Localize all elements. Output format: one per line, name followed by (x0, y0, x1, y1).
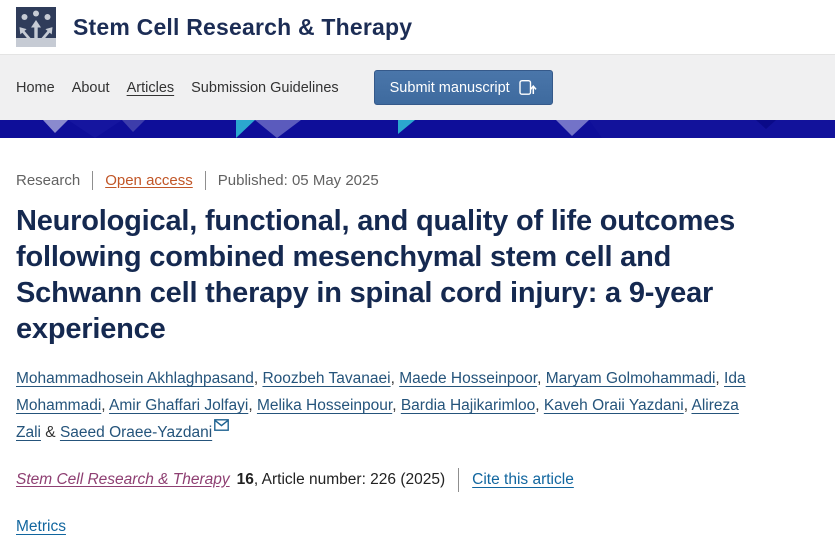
article-number-text: , Article number: 226 (2025) (253, 470, 446, 488)
nav-item-articles[interactable]: Articles (126, 79, 175, 96)
author-separator: , (537, 369, 546, 387)
journal-banner-strip (0, 120, 835, 138)
author-separator: , (535, 397, 544, 415)
meta-divider (92, 171, 94, 190)
citation-line: Stem Cell Research & Therapy 16 , Articl… (16, 467, 765, 492)
citation-divider (458, 467, 460, 492)
author-separator: & (40, 424, 60, 442)
envelope-icon[interactable] (214, 413, 230, 440)
author-separator: , (101, 397, 110, 415)
manuscript-upload-icon (519, 79, 537, 95)
author-separator: , (392, 397, 401, 415)
author-link[interactable]: Kaveh Oraii Yazdani (543, 397, 684, 415)
author-link[interactable]: Alireza Zali (16, 397, 739, 442)
author-separator: , (248, 397, 257, 415)
article-meta-row: Research Open access Published: 05 May 2… (16, 171, 765, 190)
journal-nav: Home About Articles Submission Guideline… (0, 54, 835, 120)
journal-logo-icon (16, 7, 56, 47)
submit-manuscript-label: Submit manuscript (389, 79, 510, 96)
author-separator: , (715, 369, 725, 387)
open-access-link[interactable]: Open access (105, 172, 193, 189)
meta-divider (204, 171, 206, 190)
cite-this-article-link[interactable]: Cite this article (472, 470, 574, 488)
article-title: Neurological, functional, and quality of… (16, 205, 736, 345)
author-link[interactable]: Maede Hosseinpoor (399, 369, 538, 387)
author-link[interactable]: Maryam Golmohammadi (545, 369, 716, 387)
journal-header: Stem Cell Research & Therapy (0, 0, 835, 54)
volume-number: 16 (236, 470, 254, 488)
author-link[interactable]: Ida Mohammadi (16, 369, 746, 415)
journal-citation-link[interactable]: Stem Cell Research & Therapy (16, 470, 230, 488)
author-link[interactable]: Mohammadhosein Akhlaghpasand (16, 369, 254, 387)
author-link[interactable]: Bardia Hajikarimloo (400, 397, 536, 415)
submit-manuscript-button[interactable]: Submit manuscript (373, 70, 553, 105)
nav-item-about[interactable]: About (71, 79, 110, 96)
author-link[interactable]: Roozbeh Tavanaei (262, 369, 391, 387)
author-separator: , (683, 397, 692, 415)
author-link[interactable]: Amir Ghaffari Jolfayi (109, 397, 249, 415)
author-list: Mohammadhosein Akhlaghpasand, Roozbeh Ta… (16, 365, 765, 447)
article-head: Research Open access Published: 05 May 2… (0, 171, 835, 536)
author-separator: , (253, 369, 263, 387)
nav-item-home[interactable]: Home (16, 79, 55, 96)
published-date: Published: 05 May 2025 (217, 172, 379, 189)
author-separator: , (390, 369, 400, 387)
nav-item-submission-guidelines[interactable]: Submission Guidelines (191, 79, 339, 96)
author-link[interactable]: Melika Hosseinpour (256, 397, 393, 415)
metrics-row: Metrics (16, 518, 765, 536)
journal-title: Stem Cell Research & Therapy (73, 13, 413, 40)
article-type-label: Research (16, 172, 81, 189)
author-link-corresponding[interactable]: Saeed Oraee-Yazdani (59, 424, 213, 442)
metrics-link[interactable]: Metrics (16, 517, 66, 535)
